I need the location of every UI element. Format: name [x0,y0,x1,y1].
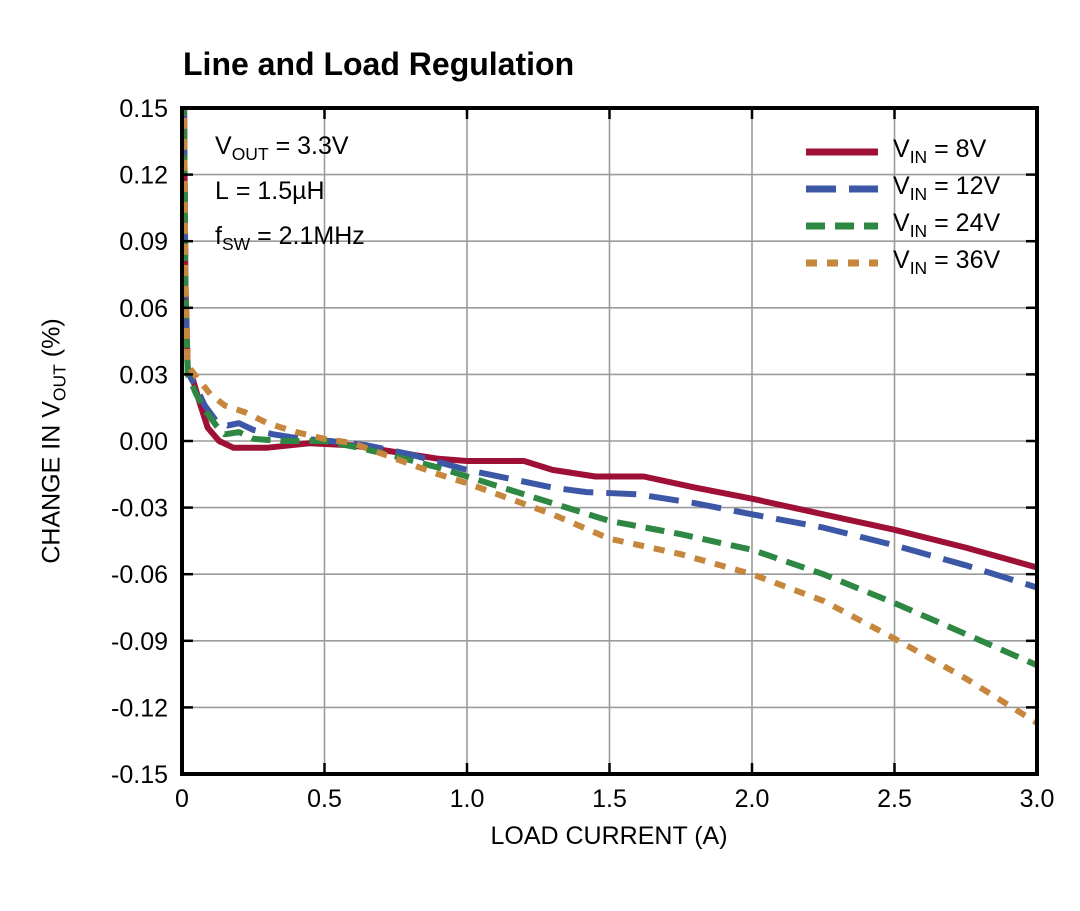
series-line-vin36 [182,108,1037,726]
legend-line-sample-24v [806,222,878,229]
x-tick-label: 0 [175,785,189,813]
y-tick-label: -0.09 [111,628,168,656]
x-tick-label: 1.0 [450,785,485,813]
y-tick-label: 0.12 [119,162,168,190]
legend: VIN = 8V VIN = 12V VIN = 24V VIN = 36V [803,133,1000,281]
annotation-inductor: L = 1.5µH [215,177,325,205]
plot-border [180,106,1039,776]
y-tick-label: 0.06 [119,295,168,323]
legend-item-vin-24v: VIN = 24V [803,207,1000,244]
legend-item-vin-36v: VIN = 36V [803,244,1000,281]
x-tick-label: 3.0 [1020,785,1055,813]
y-tick-label: -0.15 [111,761,168,789]
legend-line-sample-36v [806,259,878,266]
legend-item-vin-12v: VIN = 12V [803,170,1000,207]
legend-line-sample-8v [806,148,878,155]
legend-item-vin-8v: VIN = 8V [803,133,1000,170]
x-tick-label: 0.5 [307,785,342,813]
annotation-vout: VOUT = 3.3V [215,132,349,164]
annotation-fsw: fSW = 2.1MHz [215,222,365,254]
x-axis-title: LOAD CURRENT (A) [490,822,728,850]
x-tick-label: 2.0 [735,785,770,813]
legend-label: VIN = 8V [893,135,987,167]
y-tick-label: 0.09 [119,228,168,256]
y-tick-label: -0.12 [111,694,168,722]
y-tick-label: 0.15 [119,95,168,123]
x-tick-label: 2.5 [877,785,912,813]
legend-label: VIN = 24V [893,209,1001,241]
y-tick-label: 0.00 [119,428,168,456]
legend-line-sample-12v [806,185,878,192]
legend-label: VIN = 12V [893,172,1001,204]
chart-title: Line and Load Regulation [183,46,575,82]
y-axis-title: CHANGE IN VOUT (%) [37,318,70,564]
y-tick-label: -0.03 [111,495,168,523]
x-tick-label: 1.5 [592,785,627,813]
operating-conditions: VOUT = 3.3V L = 1.5µH fSW = 2.1MHz [215,128,365,263]
y-tick-label: -0.06 [111,561,168,589]
y-tick-label: 0.03 [119,361,168,389]
legend-label: VIN = 36V [893,246,1001,278]
